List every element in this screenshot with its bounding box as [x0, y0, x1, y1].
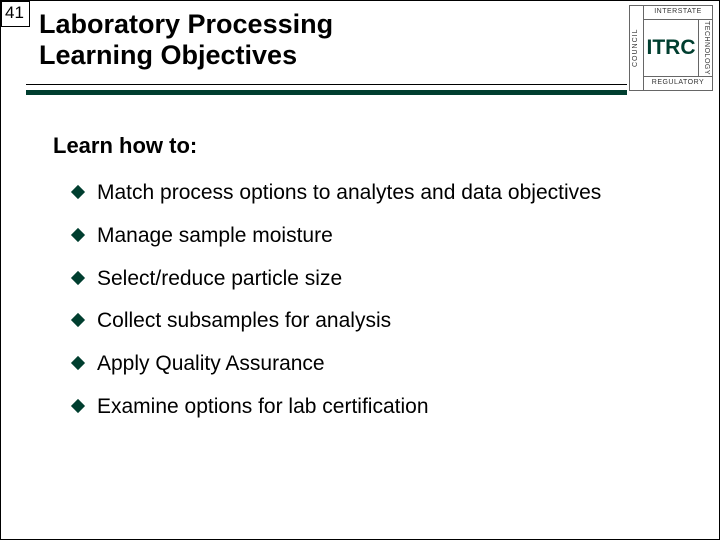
title-line-1: Laboratory Processing [39, 9, 627, 40]
list-item: Apply Quality Assurance [73, 352, 659, 377]
logo-text-top: INTERSTATE [644, 8, 712, 15]
logo-band-top: INTERSTATE [644, 6, 712, 20]
bullet-diamond-icon [71, 399, 85, 413]
bullet-list: Match process options to analytes and da… [53, 181, 659, 420]
thin-rule [26, 84, 627, 85]
intro-text: Learn how to: [53, 133, 659, 159]
bullet-text: Collect subsamples for analysis [97, 309, 391, 332]
list-item: Examine options for lab certification [73, 395, 659, 420]
slide-header: Laboratory Processing Learning Objective… [39, 9, 627, 71]
bullet-text: Examine options for lab certification [97, 395, 429, 418]
header-rules [26, 84, 627, 95]
slide: 41 COUNCIL INTERSTATE TECHNOLOGY REGULAT… [0, 0, 720, 540]
logo-center-text: ITRC [647, 36, 696, 60]
logo-band-right: TECHNOLOGY [698, 20, 712, 76]
bullet-diamond-icon [71, 270, 85, 284]
bullet-text: Apply Quality Assurance [97, 352, 325, 375]
logo-text-right: TECHNOLOGY [703, 20, 710, 76]
list-item: Manage sample moisture [73, 224, 659, 249]
logo-center: ITRC [644, 20, 698, 76]
itrc-logo: COUNCIL INTERSTATE TECHNOLOGY REGULATORY… [629, 5, 713, 91]
list-item: Select/reduce particle size [73, 267, 659, 292]
title-line-2: Learning Objectives [39, 40, 627, 71]
bullet-text: Match process options to analytes and da… [97, 181, 601, 204]
logo-band-bottom: REGULATORY [644, 76, 712, 90]
bullet-diamond-icon [71, 313, 85, 327]
list-item: Match process options to analytes and da… [73, 181, 659, 206]
logo-text-left: COUNCIL [632, 6, 639, 90]
logo-frame: COUNCIL INTERSTATE TECHNOLOGY REGULATORY… [629, 5, 713, 91]
bullet-text: Select/reduce particle size [97, 267, 342, 290]
logo-band-left: COUNCIL [630, 6, 644, 90]
list-item: Collect subsamples for analysis [73, 309, 659, 334]
bullet-text: Manage sample moisture [97, 224, 333, 247]
logo-text-bottom: REGULATORY [644, 79, 712, 86]
bullet-diamond-icon [71, 356, 85, 370]
bullet-diamond-icon [71, 185, 85, 199]
slide-content: Learn how to: Match process options to a… [53, 133, 659, 438]
page-number: 41 [1, 1, 30, 27]
bullet-diamond-icon [71, 228, 85, 242]
thick-rule [26, 90, 627, 95]
